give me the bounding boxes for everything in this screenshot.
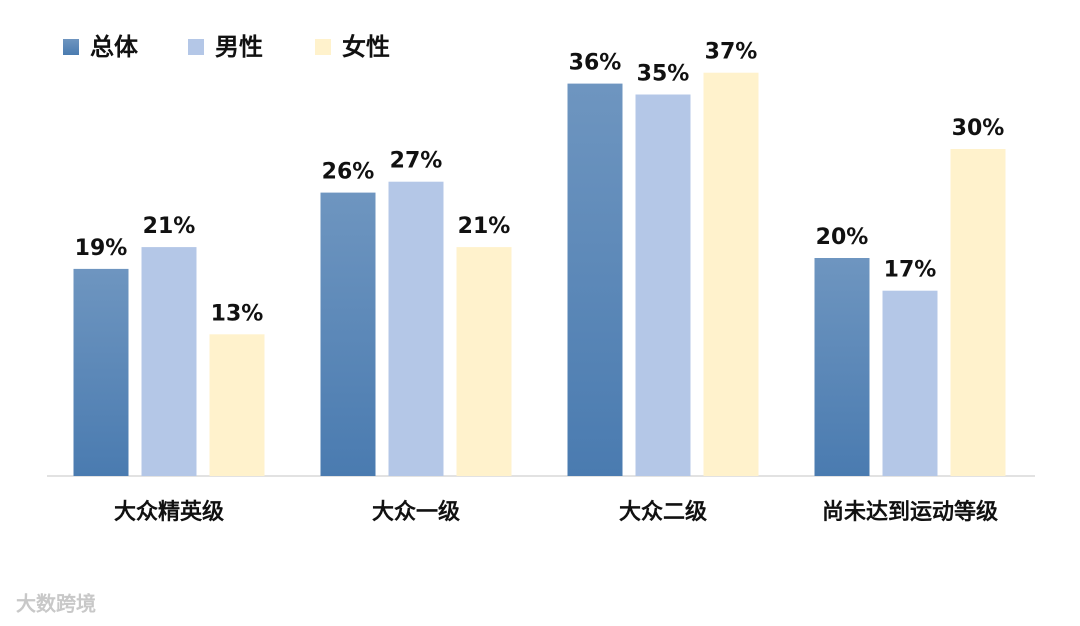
bar: [141, 247, 197, 476]
bar: [388, 181, 444, 476]
x-tick-label: 大众精英级: [114, 499, 224, 525]
legend-swatch: [315, 39, 331, 55]
watermark: 大数跨境: [16, 592, 96, 616]
legend-swatch: [63, 39, 79, 55]
value-label: 27%: [390, 149, 443, 174]
bar: [703, 72, 759, 476]
value-label: 20%: [816, 225, 869, 250]
x-tick-label: 大众一级: [372, 499, 460, 525]
bar: [73, 268, 129, 476]
value-label: 36%: [569, 51, 622, 76]
bar: [635, 94, 691, 476]
value-label: 30%: [952, 116, 1005, 141]
legend-label: 男性: [215, 33, 263, 61]
bar: [209, 334, 265, 476]
bar: [950, 149, 1006, 476]
value-label: 21%: [143, 214, 196, 239]
value-label: 13%: [211, 301, 264, 326]
value-label: 37%: [705, 40, 758, 65]
bar: [814, 258, 870, 476]
legend-label: 女性: [342, 33, 390, 61]
legend-label: 总体: [90, 33, 139, 61]
bar: [567, 83, 623, 476]
legend-swatch: [188, 39, 204, 55]
x-tick-label: 大众二级: [619, 499, 707, 525]
bar: [456, 247, 512, 476]
value-label: 17%: [884, 258, 937, 283]
value-label: 19%: [75, 236, 128, 261]
value-label: 21%: [458, 214, 511, 239]
value-label: 26%: [322, 160, 375, 185]
x-tick-label: 尚未达到运动等级: [822, 499, 998, 525]
bar: [882, 290, 938, 476]
bar: [320, 192, 376, 476]
value-label: 35%: [637, 62, 690, 87]
